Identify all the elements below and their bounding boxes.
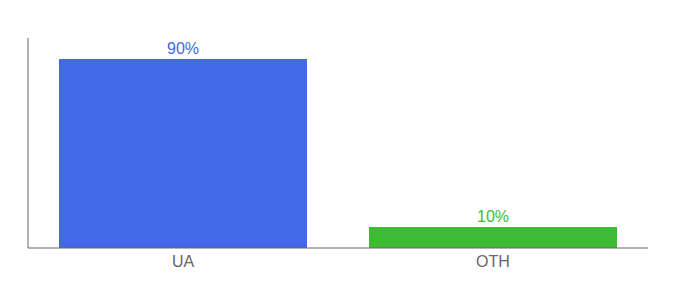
svg-text:90%: 90% (167, 40, 199, 57)
svg-text:UA: UA (172, 253, 195, 270)
svg-text:OTH: OTH (476, 253, 510, 270)
svg-text:10%: 10% (477, 208, 509, 225)
